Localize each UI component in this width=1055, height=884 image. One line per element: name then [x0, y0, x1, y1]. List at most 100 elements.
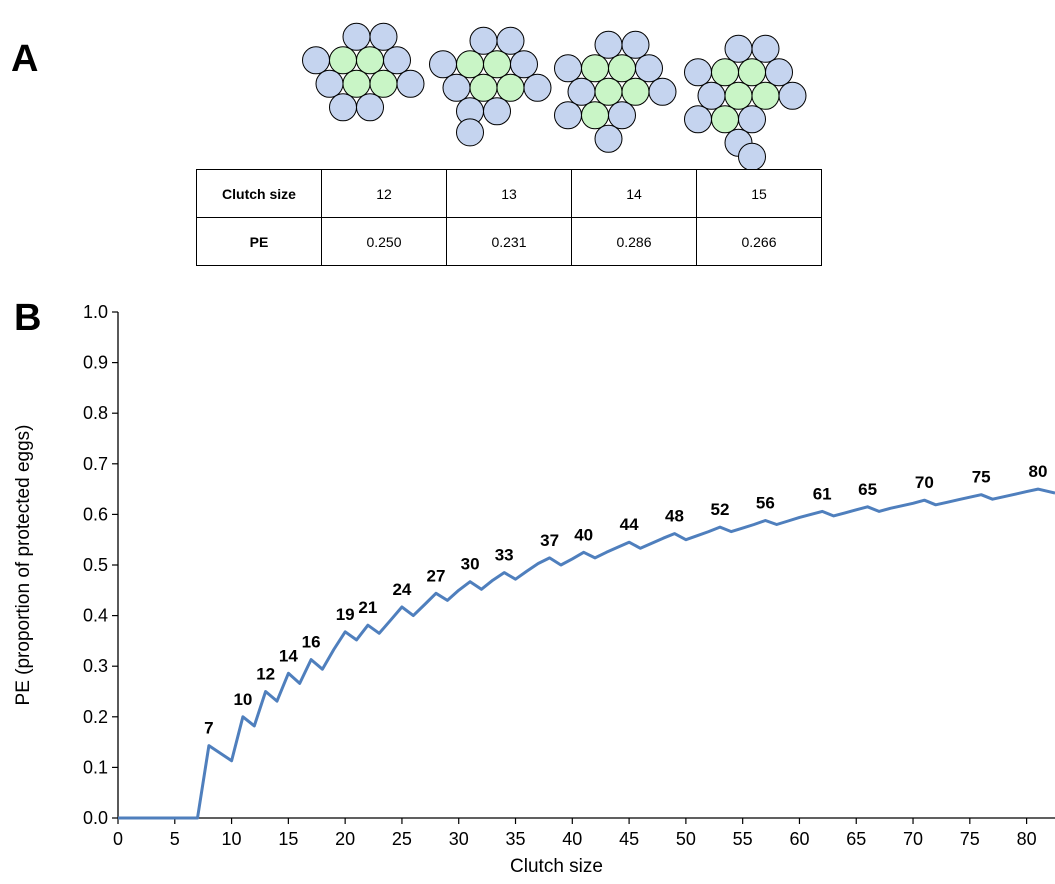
table-cell: 0.286 — [571, 217, 697, 266]
egg — [567, 77, 596, 106]
protected-egg — [724, 81, 753, 110]
protected-egg — [496, 73, 525, 102]
y-tick-label: 0.2 — [83, 707, 108, 727]
egg — [724, 34, 753, 63]
table-cell: 13 — [446, 169, 572, 218]
protected-egg — [483, 50, 511, 79]
protected-egg — [581, 101, 609, 130]
table-header-pe: PE — [196, 217, 322, 266]
x-tick-label: 30 — [449, 829, 469, 849]
protected-egg — [594, 77, 623, 106]
egg — [684, 105, 712, 134]
egg-clutch — [429, 26, 552, 147]
pe-series-line — [118, 487, 1055, 820]
y-axis-label: PE (proportion of protected eggs) — [13, 425, 34, 706]
data-label: 44 — [620, 515, 639, 534]
x-tick-label: 35 — [505, 829, 525, 849]
x-tick-label: 25 — [392, 829, 412, 849]
clutch-configurations — [302, 22, 807, 170]
egg — [594, 30, 623, 59]
protected-egg — [456, 50, 484, 79]
protected-egg — [621, 77, 650, 106]
protected-egg — [711, 58, 739, 87]
egg — [684, 58, 712, 87]
egg — [765, 58, 793, 87]
table-cell: 0.250 — [321, 217, 447, 266]
pe-line-chart: 0.0 0.1 0.2 0.3 0.4 0.5 0.6 0.7 0.8 0.9 1.0 0 5 10 15 2… — [13, 302, 1055, 877]
protected-egg — [369, 69, 398, 98]
table-cell: 0.266 — [696, 217, 822, 266]
x-axis-label: Clutch size — [510, 856, 603, 877]
egg — [383, 46, 411, 75]
table-row: Clutch size 12 13 14 15 — [196, 169, 822, 218]
data-label: 75 — [972, 468, 991, 487]
protected-egg — [581, 54, 609, 83]
egg — [510, 50, 538, 79]
x-tick-label: 70 — [903, 829, 923, 849]
egg — [621, 30, 650, 59]
egg — [554, 101, 582, 130]
x-tick-label: 45 — [619, 829, 639, 849]
y-tick-label: 0.3 — [83, 656, 108, 676]
egg — [778, 81, 807, 110]
data-label: 10 — [233, 690, 252, 709]
y-tick-label: 0.9 — [83, 353, 108, 373]
egg — [396, 69, 425, 98]
protected-egg — [751, 81, 780, 110]
x-tick-label: 40 — [562, 829, 582, 849]
y-tick-label: 0.1 — [83, 757, 108, 777]
y-tick-label: 0.0 — [83, 808, 108, 828]
egg — [496, 26, 525, 55]
data-label: 24 — [392, 580, 411, 599]
x-tick-label: 80 — [1017, 829, 1037, 849]
panel-label-b: B — [14, 297, 42, 339]
egg — [469, 26, 498, 55]
table-header-clutch-size: Clutch size — [196, 169, 322, 218]
egg — [635, 54, 663, 83]
egg — [369, 22, 398, 51]
egg — [329, 93, 357, 122]
table-cell: 14 — [571, 169, 697, 218]
table-row: PE 0.250 0.231 0.286 0.266 — [196, 217, 822, 266]
pe-table: Clutch size 12 13 14 15 PE 0.250 0.231 0… — [196, 169, 822, 266]
x-tick-label: 15 — [278, 829, 298, 849]
egg — [356, 93, 384, 122]
egg — [523, 73, 552, 102]
panel-label-a: A — [11, 38, 39, 80]
data-label: 14 — [279, 646, 298, 665]
data-label: 16 — [302, 633, 321, 652]
y-tick-label: 0.4 — [83, 606, 108, 626]
egg-clutch — [554, 30, 677, 153]
y-tick-label: 1.0 — [83, 302, 108, 322]
egg — [608, 101, 636, 130]
protected-egg — [356, 46, 384, 75]
x-tick-label: 65 — [846, 829, 866, 849]
protected-egg — [469, 73, 498, 102]
table-cell: 0.231 — [446, 217, 572, 266]
egg — [697, 81, 726, 110]
data-label: 40 — [574, 525, 593, 544]
x-tick-label: 20 — [335, 829, 355, 849]
egg-clutch — [684, 34, 807, 170]
x-tick-label: 60 — [789, 829, 809, 849]
egg — [315, 69, 344, 98]
x-tick-label: 50 — [676, 829, 696, 849]
protected-egg — [711, 105, 739, 134]
data-label: 21 — [358, 598, 377, 617]
data-label: 27 — [427, 566, 446, 585]
data-label: 30 — [461, 555, 480, 574]
y-tick-label: 0.7 — [83, 454, 108, 474]
x-tick-label: 5 — [170, 829, 180, 849]
egg — [442, 73, 471, 102]
y-tick-label: 0.5 — [83, 555, 108, 575]
egg — [738, 142, 766, 170]
data-label: 61 — [813, 484, 832, 503]
egg — [648, 77, 677, 106]
data-label: 65 — [858, 480, 877, 499]
data-label: 12 — [256, 665, 275, 684]
protected-egg — [608, 54, 636, 83]
protected-egg — [738, 58, 766, 87]
data-label: 19 — [336, 605, 355, 624]
egg-clutch — [302, 22, 425, 122]
egg — [456, 118, 484, 147]
